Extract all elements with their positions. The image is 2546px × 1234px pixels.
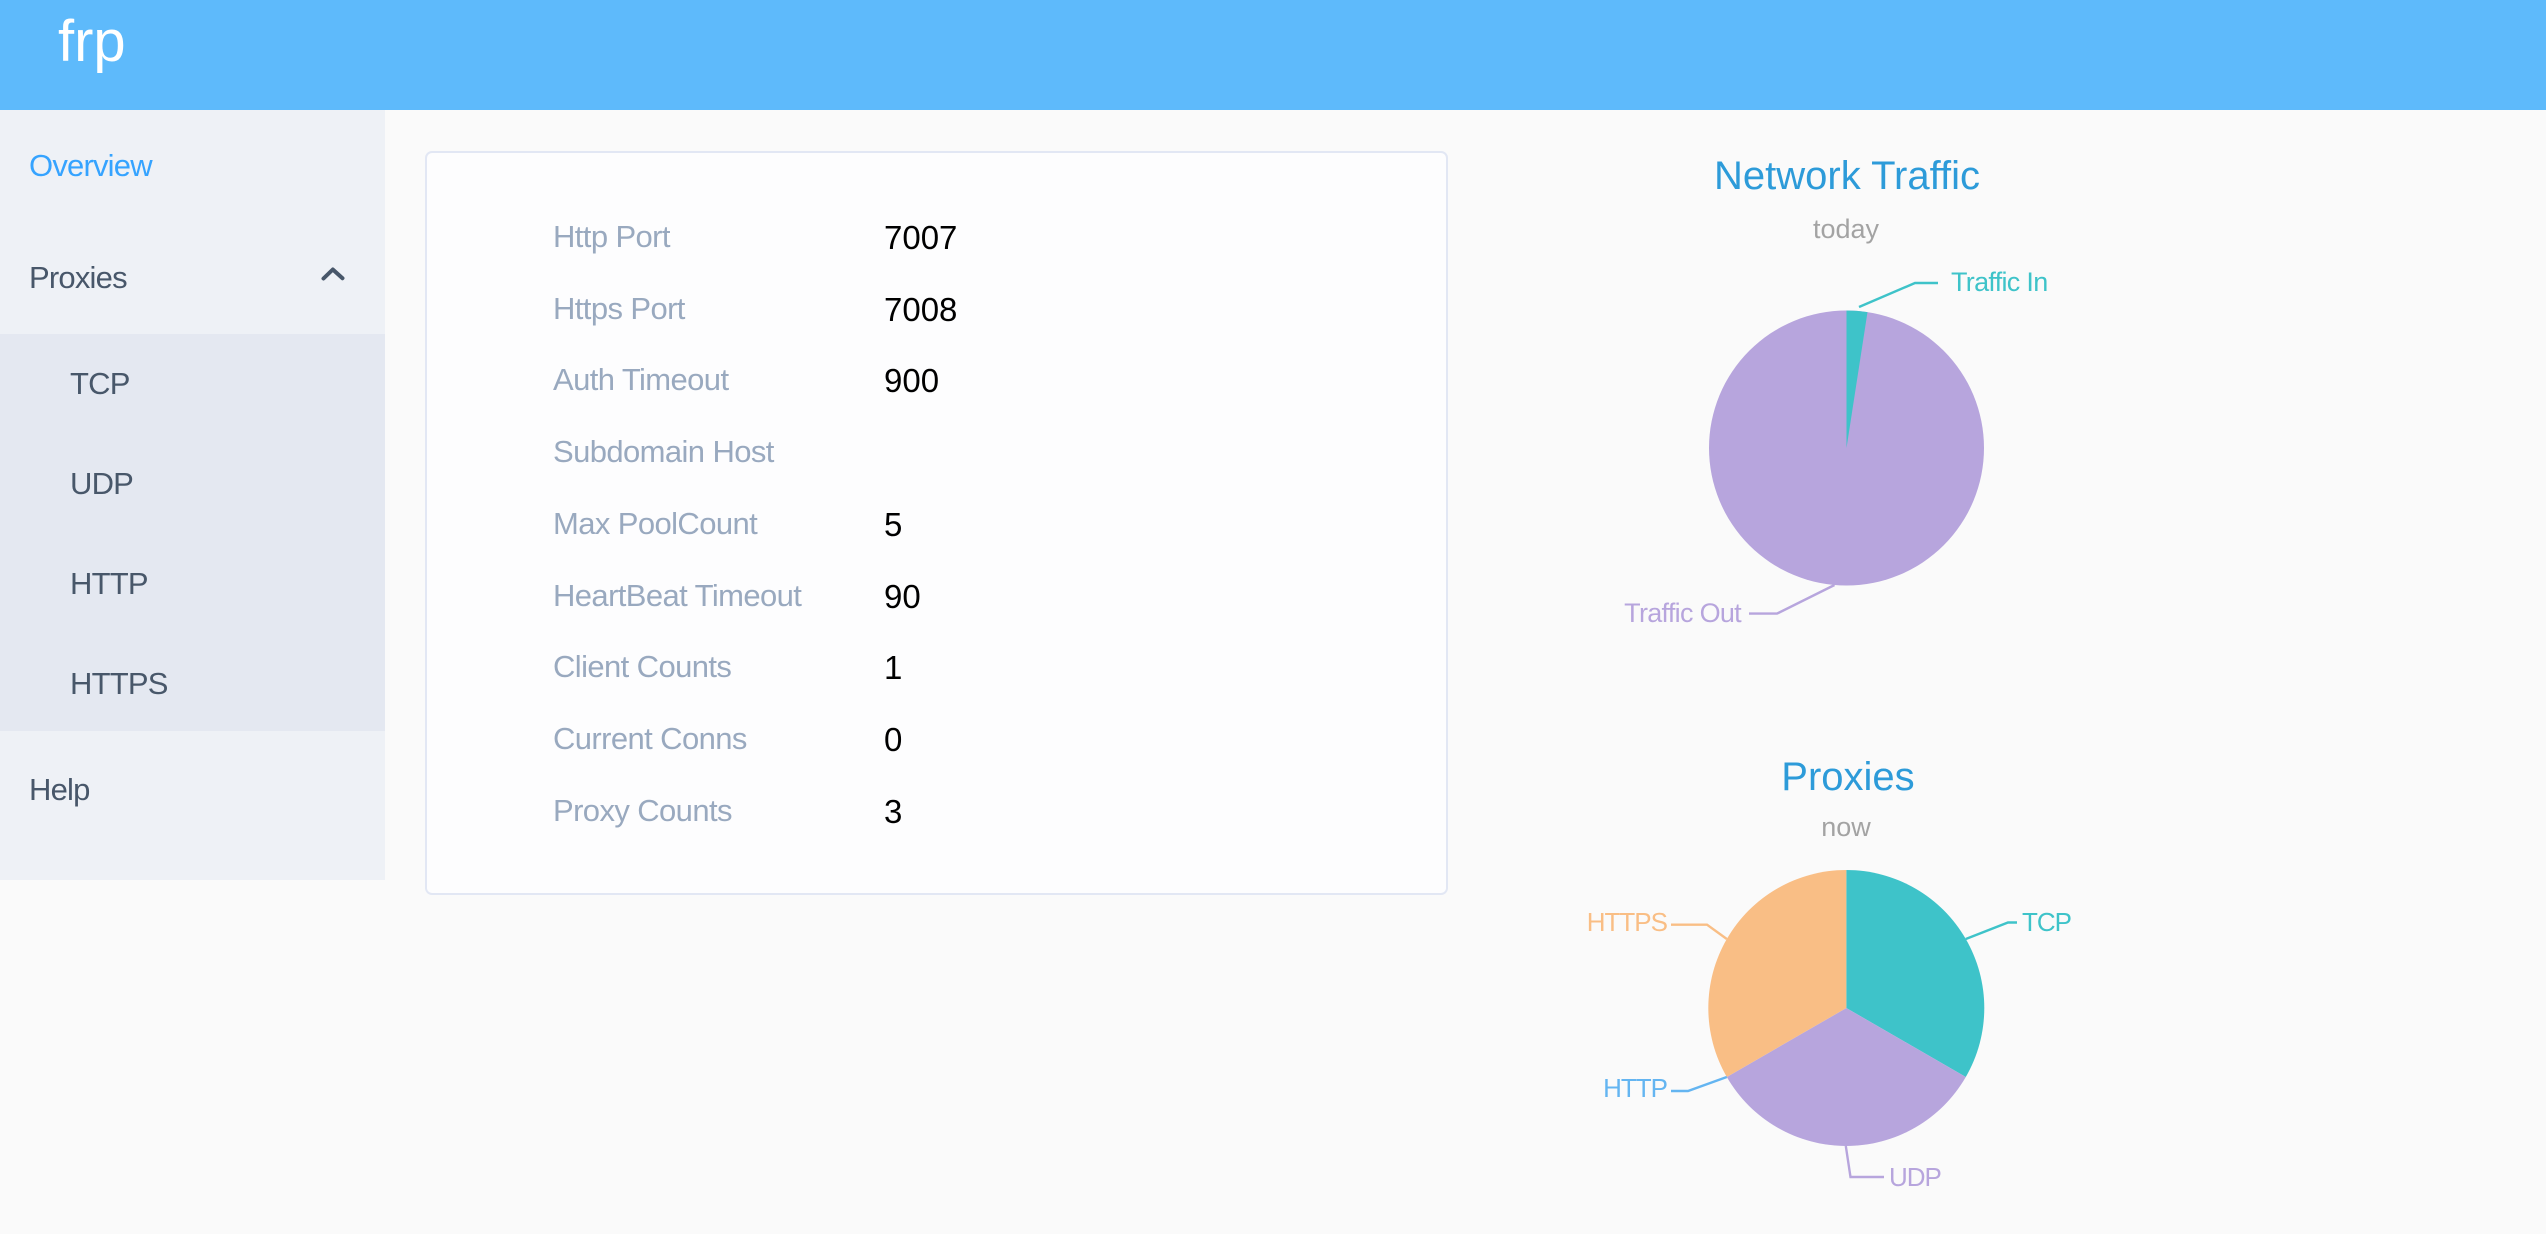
svg-text:TCP: TCP	[2022, 907, 2071, 937]
svg-text:Traffic Out: Traffic Out	[1624, 598, 1742, 628]
svg-text:Traffic In: Traffic In	[1951, 267, 2048, 297]
svg-text:today: today	[1813, 214, 1880, 244]
svg-text:HTTP: HTTP	[1603, 1073, 1667, 1103]
svg-text:HTTPS: HTTPS	[1587, 907, 1668, 937]
svg-text:Network Traffic: Network Traffic	[1714, 154, 1980, 198]
svg-text:now: now	[1821, 812, 1871, 842]
svg-text:Proxies: Proxies	[1781, 755, 1914, 799]
svg-text:UDP: UDP	[1889, 1162, 1941, 1192]
